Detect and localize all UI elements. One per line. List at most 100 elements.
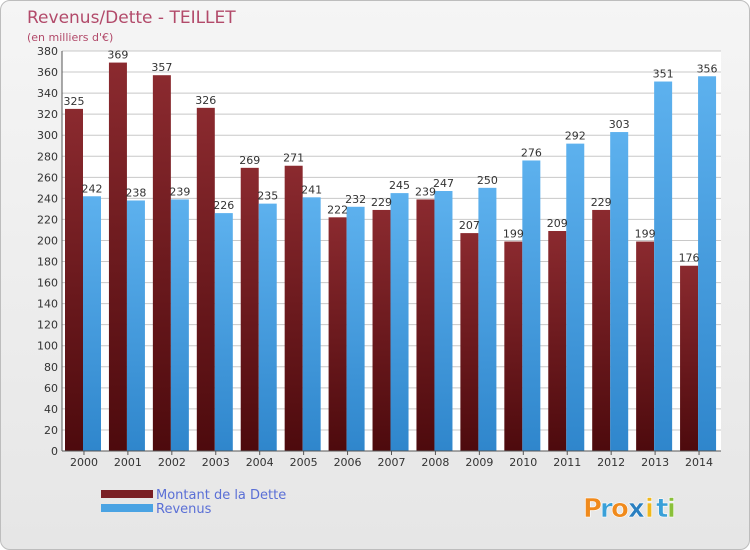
bar-revenue-2007 [390, 193, 409, 451]
data-label: 276 [521, 146, 542, 159]
data-label: 242 [82, 182, 103, 195]
bar-revenue-2006 [346, 206, 365, 451]
bar-debt-2009 [460, 233, 479, 451]
y-tick-label: 380 [37, 45, 58, 58]
data-label: 226 [213, 199, 234, 212]
bar-debt-2003 [196, 107, 215, 451]
y-tick-label: 160 [37, 277, 58, 290]
x-tick-label: 2002 [158, 456, 186, 469]
y-tick-label: 120 [37, 319, 58, 332]
bar-revenue-2002 [170, 199, 189, 451]
x-tick-label: 2007 [378, 456, 406, 469]
chart-subtitle: (en milliers d'€) [27, 31, 113, 44]
bar-revenue-2014 [698, 76, 717, 452]
data-labels: 3252423692383572393262262692352712412222… [64, 49, 718, 265]
y-tick-label: 60 [44, 382, 58, 395]
y-tick-label: 200 [37, 234, 58, 247]
y-tick-label: 320 [37, 108, 58, 121]
bar-revenue-2000 [83, 196, 101, 451]
legend-label: Montant de la Dette [156, 488, 286, 503]
bar-debt-2002 [152, 75, 171, 452]
data-label: 229 [371, 196, 392, 209]
data-label: 303 [609, 118, 630, 131]
y-tick-label: 20 [44, 424, 58, 437]
bar-debt-2014 [680, 265, 699, 451]
x-tick-label: 2008 [421, 456, 449, 469]
data-label: 239 [169, 185, 190, 198]
legend-swatch [101, 490, 153, 498]
x-tick-label: 2012 [597, 456, 625, 469]
data-label: 356 [697, 62, 718, 75]
data-label: 245 [389, 179, 410, 192]
bar-debt-2007 [372, 209, 391, 451]
brand-letter: t [656, 494, 668, 524]
bar-debt-2012 [592, 209, 611, 451]
x-tick-label: 2009 [465, 456, 493, 469]
x-axis: 2000 2001 2002 2003 2004 2005 2006 2007 2008 2009… [62, 450, 721, 469]
bar-revenue-2011 [566, 143, 585, 451]
chart-title: Revenus/Dette - TEILLET [27, 8, 236, 28]
bar-debt-2001 [108, 62, 127, 451]
data-label: 326 [195, 94, 216, 107]
legend-label: Revenus [156, 502, 212, 517]
data-label: 239 [415, 185, 436, 198]
x-tick-label: 2000 [70, 456, 98, 469]
bar-revenue-2005 [302, 197, 321, 451]
bar-revenue-2010 [522, 160, 541, 451]
x-tick-label: 2011 [553, 456, 581, 469]
y-tick-label: 180 [37, 256, 58, 269]
y-tick-label: 80 [44, 361, 58, 374]
data-label: 176 [679, 252, 700, 265]
data-label: 369 [107, 49, 128, 62]
bar-revenue-2001 [126, 200, 145, 451]
x-tick-label: 2005 [290, 456, 318, 469]
data-label: 247 [433, 177, 454, 190]
data-label: 325 [64, 95, 85, 108]
x-tick-label: 2001 [114, 456, 142, 469]
bar-debt-2004 [240, 167, 259, 451]
bar-debt-2013 [636, 241, 655, 451]
y-tick-label: 0 [51, 445, 58, 458]
bar-revenue-2012 [610, 132, 629, 452]
data-label: 250 [477, 174, 498, 187]
brand-logo: Pro x i ti [583, 494, 677, 525]
brand-letter: i [645, 494, 654, 524]
legend-swatch [101, 504, 153, 512]
bar-debt-2008 [416, 199, 435, 451]
data-label: 232 [345, 193, 366, 206]
data-label: 357 [151, 61, 172, 74]
data-label: 199 [635, 228, 656, 241]
bars [65, 62, 717, 452]
y-tick-label: 40 [44, 403, 58, 416]
x-tick-label: 2006 [334, 456, 362, 469]
x-tick-label: 2014 [685, 456, 713, 469]
data-label: 292 [565, 130, 586, 143]
y-axis: 0 20 40 60 80 100 120 140 160 180 200 220 240 260 280 3… [37, 45, 63, 458]
bar-debt-2010 [504, 241, 523, 451]
data-label: 199 [503, 228, 524, 241]
data-label: 269 [239, 154, 260, 167]
y-tick-label: 140 [37, 298, 58, 311]
x-tick-label: 2003 [202, 456, 230, 469]
y-tick-label: 100 [37, 340, 58, 353]
y-tick-label: 260 [37, 171, 58, 184]
y-tick-label: 240 [37, 192, 58, 205]
x-tick-label: 2013 [641, 456, 669, 469]
data-label: 209 [547, 217, 568, 230]
y-tick-label: 220 [37, 213, 58, 226]
bar-debt-2011 [548, 231, 567, 451]
data-label: 271 [283, 152, 304, 165]
data-label: 351 [653, 68, 674, 81]
bar-revenue-2008 [434, 191, 453, 451]
brand-letter: r [600, 494, 613, 524]
y-tick-label: 280 [37, 150, 58, 163]
bar-debt-2005 [284, 165, 303, 451]
data-label: 222 [327, 203, 348, 216]
data-label: 235 [257, 190, 278, 203]
brand-letter: x [628, 494, 645, 524]
y-tick-label: 340 [37, 87, 58, 100]
bar-revenue-2004 [258, 203, 277, 451]
